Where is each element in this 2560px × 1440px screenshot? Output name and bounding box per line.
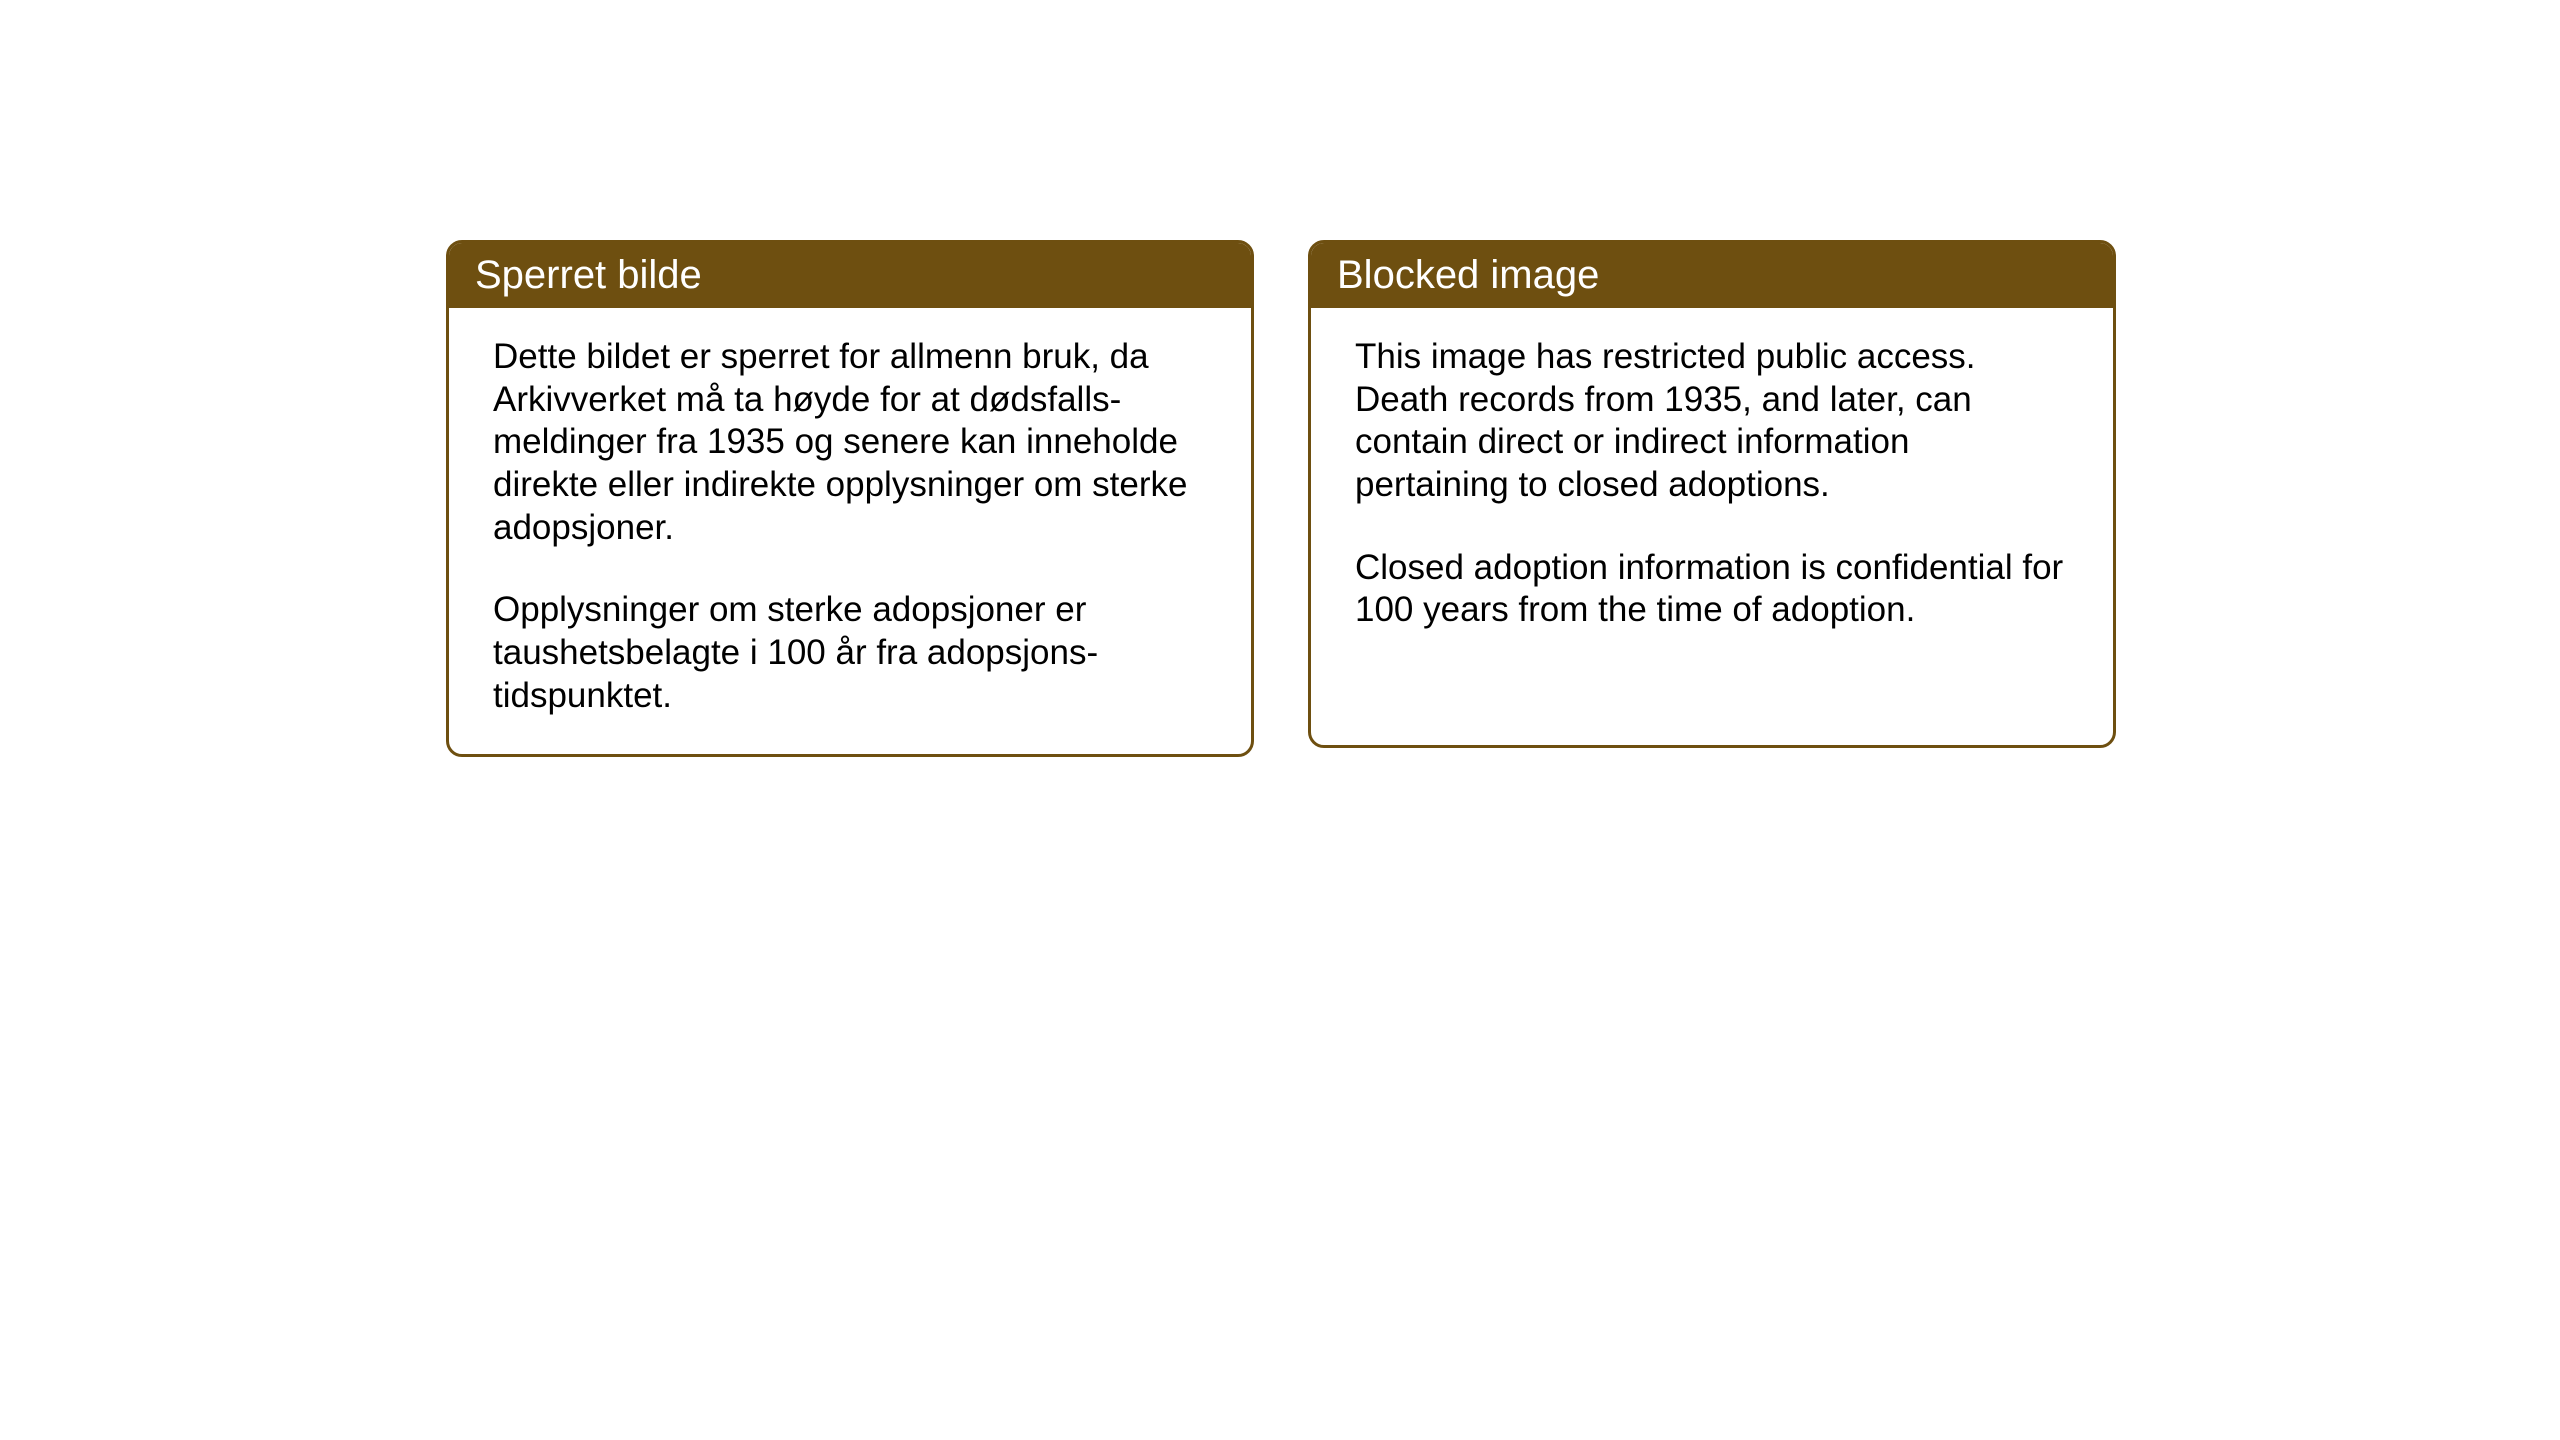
notice-container: Sperret bilde Dette bildet er sperret fo…	[446, 240, 2116, 757]
card-paragraph-2-norwegian: Opplysninger om sterke adopsjoner er tau…	[493, 589, 1207, 717]
card-title-norwegian: Sperret bilde	[475, 253, 702, 297]
card-header-english: Blocked image	[1311, 243, 2113, 308]
card-paragraph-1-english: This image has restricted public access.…	[1355, 336, 2069, 507]
card-title-english: Blocked image	[1337, 253, 1599, 297]
card-body-english: This image has restricted public access.…	[1311, 308, 2113, 668]
notice-card-norwegian: Sperret bilde Dette bildet er sperret fo…	[446, 240, 1254, 757]
card-paragraph-1-norwegian: Dette bildet er sperret for allmenn bruk…	[493, 336, 1207, 549]
card-header-norwegian: Sperret bilde	[449, 243, 1251, 308]
card-body-norwegian: Dette bildet er sperret for allmenn bruk…	[449, 308, 1251, 754]
notice-card-english: Blocked image This image has restricted …	[1308, 240, 2116, 748]
card-paragraph-2-english: Closed adoption information is confident…	[1355, 547, 2069, 632]
